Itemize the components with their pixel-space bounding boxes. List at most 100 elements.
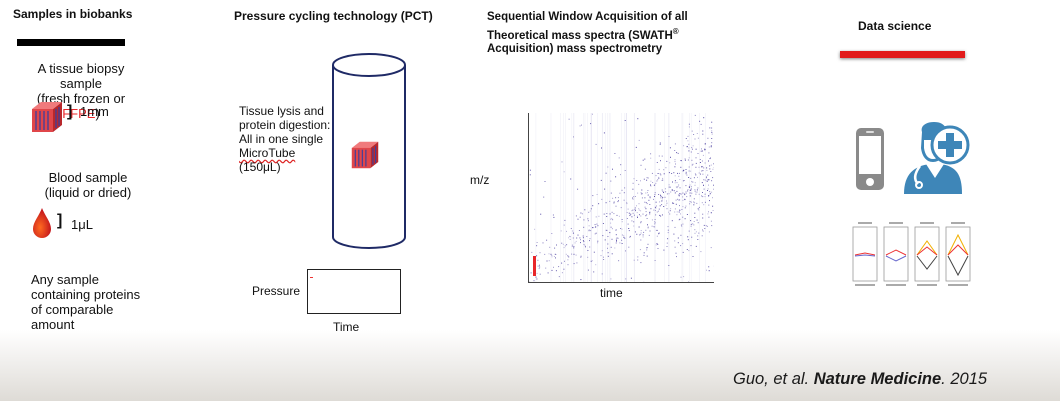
swath-point — [689, 189, 691, 191]
swath-point — [674, 180, 676, 182]
swath-point — [607, 243, 609, 245]
swath-point — [658, 177, 660, 179]
swath-point — [638, 209, 640, 211]
swath-title-line-1: Sequential Window Acquisition of all — [487, 11, 688, 23]
swath-point — [692, 223, 694, 225]
swath-point — [699, 162, 701, 163]
swath-point — [676, 211, 678, 213]
swath-point — [597, 240, 599, 242]
swath-point — [633, 214, 635, 216]
swath-point — [573, 246, 575, 248]
swath-point — [635, 196, 636, 197]
swath-point — [712, 177, 714, 179]
swath-point — [564, 219, 566, 221]
swath-point — [619, 242, 621, 244]
swath-point — [582, 237, 584, 239]
swath-point — [601, 273, 603, 275]
swath-point — [674, 161, 676, 163]
swath-point — [655, 244, 657, 246]
swath-point — [712, 168, 714, 170]
swath-point — [588, 229, 590, 231]
swath-point — [692, 148, 693, 150]
swath-point — [572, 232, 574, 233]
swath-point — [638, 203, 640, 205]
swath-point — [639, 234, 641, 236]
swath-point — [706, 167, 708, 169]
tube-line-3: All in one single — [239, 132, 324, 146]
blood-line-2: (liquid or dried) — [44, 185, 132, 200]
swath-point — [676, 182, 678, 184]
swath-point — [688, 250, 690, 252]
swath-point — [697, 137, 699, 139]
swath-point — [694, 202, 696, 204]
swath-point — [656, 205, 657, 207]
swath-point — [675, 186, 677, 188]
swath-point — [691, 147, 693, 149]
swath-point — [641, 221, 642, 223]
swath-point — [615, 176, 617, 178]
swath-point — [613, 201, 615, 203]
swath-point — [578, 230, 580, 231]
swath-point — [711, 121, 713, 123]
swath-point — [684, 218, 686, 220]
swath-point — [580, 242, 581, 244]
swath-point — [697, 208, 699, 210]
swath-point — [544, 253, 546, 255]
swath-point — [533, 280, 535, 282]
swath-point — [573, 253, 575, 255]
swath-point — [610, 192, 612, 194]
swath-point — [576, 262, 578, 264]
swath-point — [612, 219, 614, 221]
swath-point — [697, 153, 699, 154]
swath-point — [678, 199, 680, 201]
swath-point — [688, 157, 690, 159]
swath-point — [659, 201, 661, 203]
swath-point — [606, 216, 608, 217]
swath-point — [650, 185, 652, 187]
swath-point — [548, 253, 550, 255]
swath-point — [693, 221, 695, 222]
swath-point — [536, 255, 538, 257]
swath-point — [690, 186, 692, 188]
swath-point — [694, 114, 696, 116]
swath-point — [555, 270, 557, 272]
swath-point — [633, 196, 635, 198]
swath-point — [585, 246, 586, 248]
swath-point — [697, 187, 699, 189]
swath-point — [691, 236, 693, 238]
swath-point — [588, 211, 590, 213]
swath-point — [611, 211, 613, 213]
swath-point — [672, 181, 673, 183]
swath-point — [616, 241, 617, 243]
swath-point — [686, 174, 688, 176]
swath-point — [708, 231, 710, 233]
swath-point — [649, 197, 651, 199]
swath-point — [647, 224, 648, 226]
swath-point — [620, 164, 622, 166]
swath-point — [660, 174, 662, 176]
swath-point — [641, 197, 643, 199]
swath-point — [601, 250, 603, 252]
swath-point — [666, 193, 668, 195]
swath-point — [649, 213, 651, 215]
swath-point — [710, 171, 712, 172]
swath-point — [627, 208, 629, 210]
swath-point — [673, 233, 675, 235]
swath-point — [694, 212, 696, 214]
swath-point — [703, 167, 705, 169]
swath-point — [605, 229, 607, 231]
swath-point — [592, 205, 594, 207]
swath-point — [643, 281, 645, 282]
swath-point — [711, 225, 713, 227]
swath-point — [693, 224, 695, 226]
swath-point — [674, 246, 676, 248]
swath-point — [669, 162, 671, 164]
swath-point — [682, 199, 684, 201]
swath-point — [539, 264, 540, 266]
swath-point — [563, 171, 565, 173]
swath-point — [644, 206, 646, 208]
swath-point — [655, 229, 657, 231]
swath-point — [643, 178, 645, 180]
swath-point — [707, 174, 709, 176]
swath-point — [583, 226, 585, 228]
